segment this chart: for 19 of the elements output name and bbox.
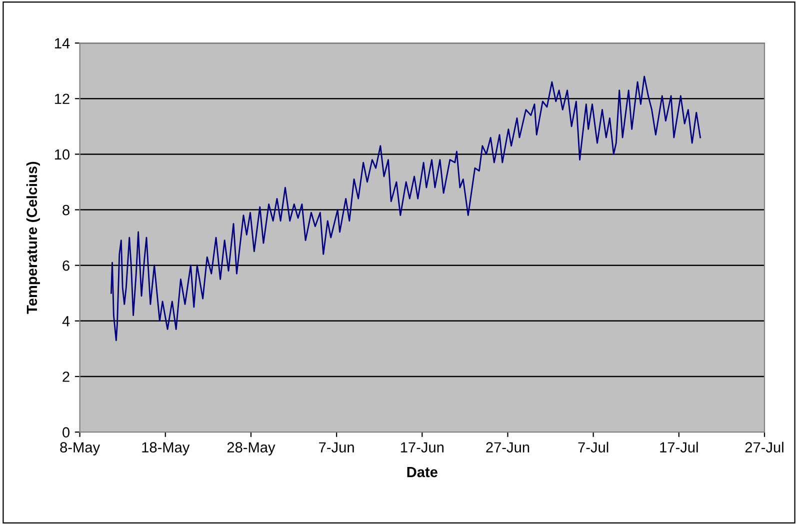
x-tick-label: 17-Jun	[400, 442, 444, 453]
x-axis-title: Date	[407, 467, 438, 478]
y-tick-label: 2	[62, 372, 70, 382]
x-tick-label: 17-Jul	[660, 442, 698, 453]
x-tick-label: 8-May	[60, 442, 100, 456]
x-tick-label: 18-May	[142, 442, 190, 456]
y-tick-label: 4	[62, 316, 70, 326]
y-tick-label: 12	[54, 94, 70, 104]
x-tick-label: 27-Jul	[745, 442, 784, 453]
y-tick-label: 6	[62, 260, 70, 271]
y-tick-label: 0	[62, 427, 70, 438]
x-tick-label: 28-May	[227, 442, 276, 456]
y-axis-title: Temperature (Celcius)	[26, 162, 40, 314]
y-tick-label: 14	[54, 38, 70, 48]
y-tick-label: 10	[54, 149, 70, 160]
x-tick-label: 27-Jun	[486, 442, 530, 453]
x-tick-label: 7-Jun	[319, 442, 354, 453]
x-tick-label: 7-Jul	[578, 442, 608, 453]
y-tick-label: 8	[62, 204, 70, 216]
